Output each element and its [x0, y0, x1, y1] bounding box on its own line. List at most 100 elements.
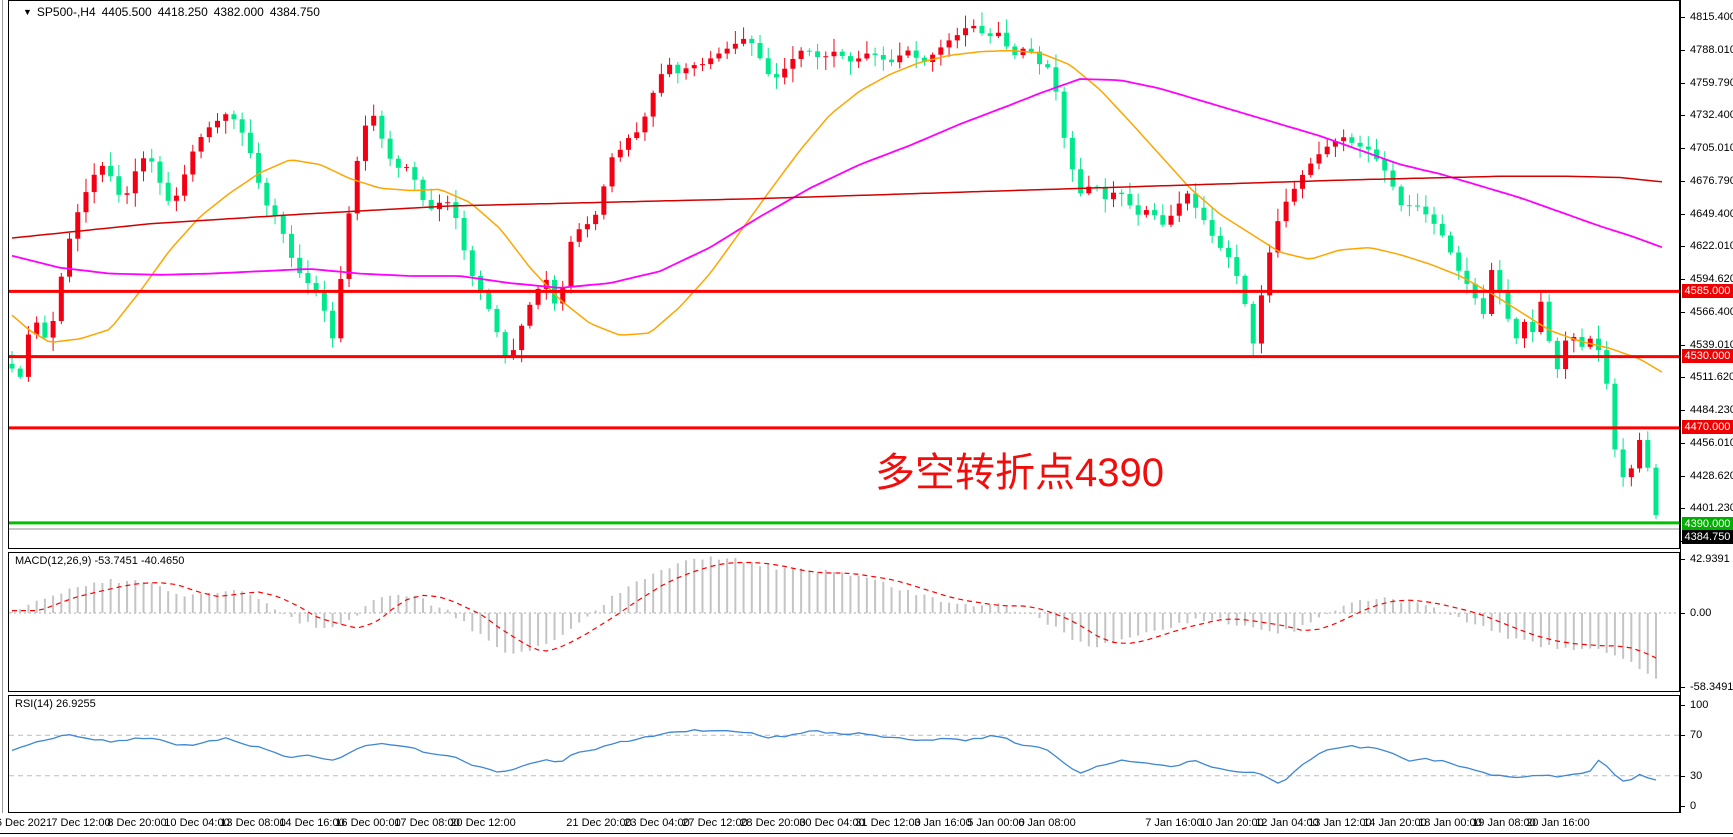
- window-bottom-edge: [0, 833, 1733, 834]
- axis-tick-mark: [1681, 83, 1685, 84]
- time-axis-label: 6 Dec 2021: [0, 817, 53, 829]
- rsi-axis-label: 100: [1690, 699, 1709, 711]
- time-axis-label: 27 Dec 12:00: [682, 817, 748, 829]
- time-axis-label: 20 Jan 16:00: [1526, 817, 1590, 829]
- axis-tick-mark: [1681, 559, 1685, 560]
- axis-tick-mark: [1681, 246, 1685, 247]
- price-level-badge: 4470.000: [1682, 420, 1733, 434]
- time-axis-label: 14 Jan 20:00: [1363, 817, 1427, 829]
- moving-average-mid-magenta: [11, 78, 1663, 289]
- price-chart-panel[interactable]: ▼ SP500-,H4 4405.500 4418.250 4382.000 4384.7…: [8, 0, 1680, 549]
- axis-tick-mark: [1681, 687, 1685, 688]
- time-axis-label: 20 Dec 12:00: [450, 817, 516, 829]
- price-level-badge: 4530.000: [1682, 349, 1733, 363]
- axis-tick-mark: [1681, 17, 1685, 18]
- rsi-chart-canvas[interactable]: [9, 696, 1679, 812]
- macd-chart-canvas[interactable]: [9, 553, 1679, 691]
- axis-tick-mark: [1681, 705, 1685, 706]
- axis-tick-mark: [1681, 443, 1685, 444]
- axis-tick-mark: [1681, 148, 1685, 149]
- macd-indicator-panel[interactable]: MACD(12,26,9) -53.7451 -40.4650: [8, 552, 1680, 692]
- price-axis[interactable]: 4815.400 4788.010 4759.790 4732.400 4705.010…: [1681, 0, 1733, 833]
- price-axis-label: 4428.620: [1690, 470, 1733, 482]
- time-axis-label: 5 Jan 00:00: [967, 817, 1025, 829]
- axis-tick-mark: [1681, 776, 1685, 777]
- moving-average-slow-red: [11, 175, 1663, 239]
- candlesticks-layer: [9, 12, 1659, 520]
- rsi-label: RSI(14) 26.9255: [15, 698, 96, 710]
- price-level-badge: 4384.750: [1682, 530, 1733, 544]
- axis-tick-mark: [1681, 377, 1685, 378]
- time-axis-label: 17 Dec 08:00: [394, 817, 460, 829]
- axis-tick-mark: [1681, 410, 1685, 411]
- time-axis-label: 3 Jan 16:00: [914, 817, 972, 829]
- price-level-badge: 4585.000: [1682, 284, 1733, 298]
- time-axis-label: 21 Dec 20:00: [566, 817, 632, 829]
- time-axis-label: 7 Jan 16:00: [1145, 817, 1203, 829]
- candlestick-chart-canvas[interactable]: [9, 1, 1679, 548]
- time-axis-label: 14 Dec 16:00: [279, 817, 345, 829]
- ohlc-close: 4384.750: [269, 5, 320, 19]
- axis-tick-mark: [1681, 345, 1685, 346]
- price-level-badge: 4390.000: [1682, 517, 1733, 531]
- axis-tick-mark: [1681, 279, 1685, 280]
- time-axis-label: 6 Jan 08:00: [1018, 817, 1076, 829]
- time-axis-label: 7 Dec 12:00: [51, 817, 111, 829]
- time-axis-label: 19 Jan 08:00: [1472, 817, 1536, 829]
- axis-tick-mark: [1681, 476, 1685, 477]
- axis-tick-mark: [1681, 50, 1685, 51]
- macd-axis-label: 42.9391: [1690, 553, 1730, 565]
- rsi-indicator-panel[interactable]: RSI(14) 26.9255: [8, 695, 1680, 813]
- axis-tick-mark: [1681, 735, 1685, 736]
- axis-tick-mark: [1681, 806, 1685, 807]
- price-axis-label: 4401.230: [1690, 502, 1733, 514]
- chart-symbol-timeframe: SP500-,H4: [36, 5, 96, 19]
- rsi-axis-label: 70: [1690, 729, 1703, 741]
- price-axis-label: 4759.790: [1690, 77, 1733, 89]
- chart-text-annotation: 多空转折点4390: [875, 451, 1164, 495]
- ohlc-low: 4382.000: [213, 5, 264, 19]
- time-axis[interactable]: 6 Dec 2021 7 Dec 12:00 8 Dec 20:00 10 Dec 0…: [0, 813, 1733, 833]
- price-axis-label: 4676.790: [1690, 175, 1733, 187]
- price-axis-label: 4456.010: [1690, 437, 1733, 449]
- price-axis-label: 4594.620: [1690, 273, 1733, 285]
- time-axis-label: 23 Dec 04:00: [624, 817, 690, 829]
- axis-tick-mark: [1681, 312, 1685, 313]
- price-axis-label: 4788.010: [1690, 44, 1733, 56]
- time-axis-label: 13 Dec 08:00: [220, 817, 286, 829]
- rsi-axis-label: 30: [1690, 770, 1703, 782]
- symbol-dropdown-icon[interactable]: ▼: [23, 7, 32, 17]
- time-axis-label: 18 Jan 00:00: [1418, 817, 1482, 829]
- rsi-line: [11, 729, 1657, 784]
- ohlc-high: 4418.250: [157, 5, 208, 19]
- price-axis-label: 4566.400: [1690, 306, 1733, 318]
- macd-histogram: [11, 556, 1657, 679]
- axis-tick-mark: [1681, 214, 1685, 215]
- macd-signal-line: [12, 561, 1657, 659]
- axis-tick-mark: [1681, 181, 1685, 182]
- price-axis-label: 4622.010: [1690, 240, 1733, 252]
- ohlc-open: 4405.500: [101, 5, 152, 19]
- time-axis-label: 8 Dec 20:00: [107, 817, 167, 829]
- price-axis-label: 4484.230: [1690, 404, 1733, 416]
- chart-title: ▼ SP500-,H4 4405.500 4418.250 4382.000 4384.7…: [23, 5, 326, 19]
- macd-label: MACD(12,26,9) -53.7451 -40.4650: [15, 555, 185, 567]
- rsi-axis-label: 0: [1690, 800, 1697, 812]
- axis-tick-mark: [1681, 613, 1685, 614]
- time-axis-label: 16 Dec 00:00: [335, 817, 401, 829]
- moving-average-fast-orange: [11, 49, 1663, 373]
- time-axis-label: 30 Dec 04:00: [799, 817, 865, 829]
- time-axis-label: 12 Jan 04:00: [1255, 817, 1319, 829]
- time-axis-label: 13 Jan 12:00: [1308, 817, 1372, 829]
- time-axis-label: 28 Dec 20:00: [740, 817, 806, 829]
- time-axis-label: 10 Jan 20:00: [1200, 817, 1264, 829]
- price-axis-label: 4705.010: [1690, 142, 1733, 154]
- price-axis-label: 4511.620: [1690, 371, 1733, 383]
- axis-tick-mark: [1681, 115, 1685, 116]
- price-axis-label: 4539.010: [1690, 339, 1733, 351]
- time-axis-label: 10 Dec 04:00: [164, 817, 230, 829]
- price-axis-separator: [1680, 0, 1681, 833]
- window-left-edge: [2, 0, 3, 833]
- time-axis-label: 31 Dec 12:00: [855, 817, 921, 829]
